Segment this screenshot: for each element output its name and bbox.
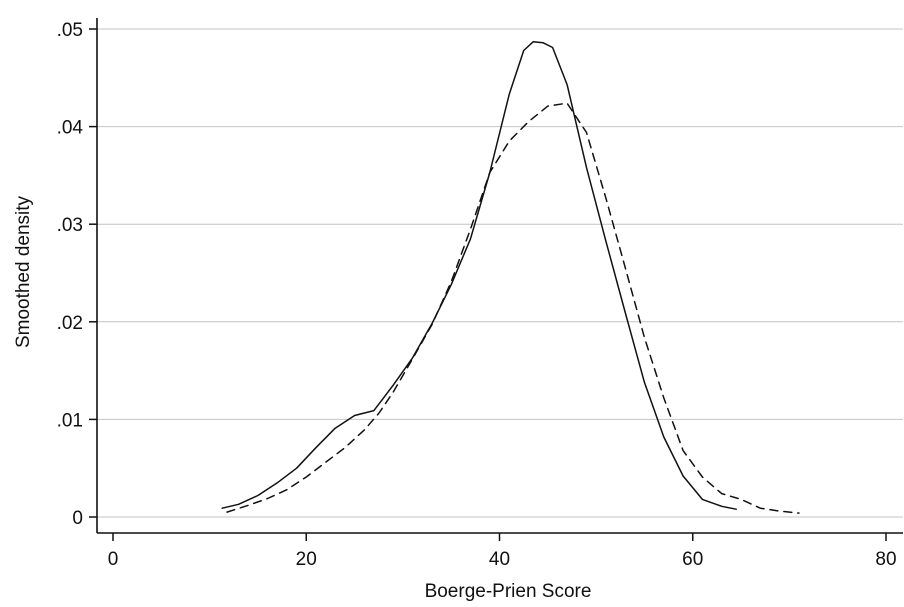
x-tick-label: 40: [489, 549, 510, 570]
x-axis-ticks: 0 20 40 60 80: [108, 533, 897, 570]
y-axis-ticks: 0 .01 .02 .03 .04 .05: [57, 20, 97, 529]
y-tick-label: .05: [57, 20, 83, 41]
series: [221, 40, 800, 514]
x-tick-label: 20: [296, 549, 317, 570]
solid-density-line: [221, 40, 737, 510]
dashed-density-line: [226, 102, 800, 514]
y-tick-label: .03: [57, 215, 83, 236]
axes: [96, 18, 903, 534]
y-tick-label: 0: [72, 508, 83, 529]
gridlines: [97, 28, 903, 518]
x-tick-label: 60: [682, 549, 703, 570]
x-tick-label: 80: [875, 549, 896, 570]
x-axis-label: Boerge-Prien Score: [425, 581, 592, 602]
y-axis-label: Smoothed density: [13, 195, 34, 348]
y-tick-label: .04: [57, 118, 84, 139]
y-tick-label: .02: [57, 313, 83, 334]
y-tick-label: .01: [57, 410, 83, 431]
x-tick-label: 0: [108, 549, 119, 570]
